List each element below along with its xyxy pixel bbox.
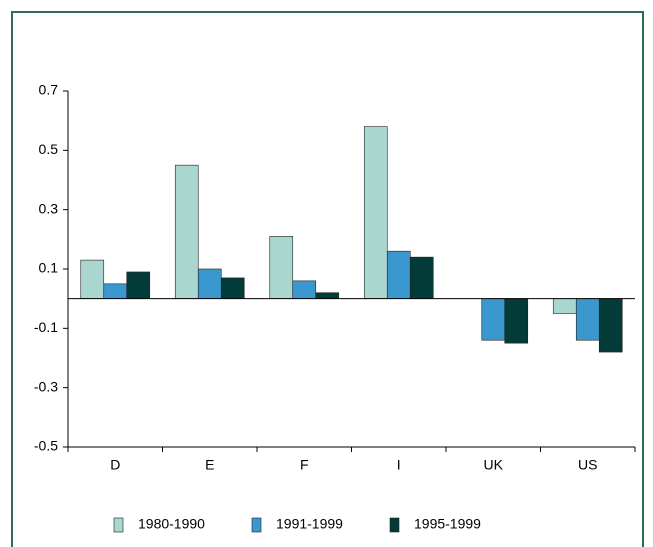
x-tick-label: F: [300, 457, 309, 473]
bar: [103, 283, 128, 299]
x-tick-label: US: [578, 457, 597, 473]
bar: [409, 256, 434, 299]
bar: [197, 268, 222, 299]
frame: [11, 11, 644, 547]
y-tick-label: -0.3: [34, 378, 58, 394]
legend-label: 1995-1999: [414, 516, 481, 532]
bar: [552, 298, 577, 314]
bar: [598, 298, 623, 353]
bar: [80, 259, 105, 299]
bar: [220, 277, 245, 299]
bar: [315, 292, 340, 299]
bar: [126, 271, 151, 299]
x-tick-label: E: [205, 457, 214, 473]
x-tick-label: UK: [484, 457, 504, 473]
y-tick-label: -0.1: [34, 319, 58, 335]
bar: [575, 298, 600, 341]
y-tick-label: 0.5: [39, 141, 59, 157]
x-tick-label: D: [110, 457, 120, 473]
legend-swatch: [251, 517, 262, 533]
legend-label: 1991-1999: [276, 516, 343, 532]
legend-label: 1980-1990: [138, 516, 205, 532]
bar: [481, 298, 506, 341]
x-tick-label: I: [397, 457, 401, 473]
bar: [363, 126, 388, 299]
bar: [504, 298, 529, 344]
legend-swatch: [113, 517, 124, 533]
legend-swatch: [389, 517, 400, 533]
bar: [386, 250, 411, 299]
y-tick-label: 0.7: [39, 82, 59, 98]
bar: [174, 164, 199, 299]
y-tick-label: 0.3: [39, 200, 59, 216]
y-tick-label: 0.1: [39, 260, 59, 276]
y-tick-label: -0.5: [34, 438, 58, 454]
bar: [292, 280, 317, 299]
bar: [269, 236, 294, 299]
